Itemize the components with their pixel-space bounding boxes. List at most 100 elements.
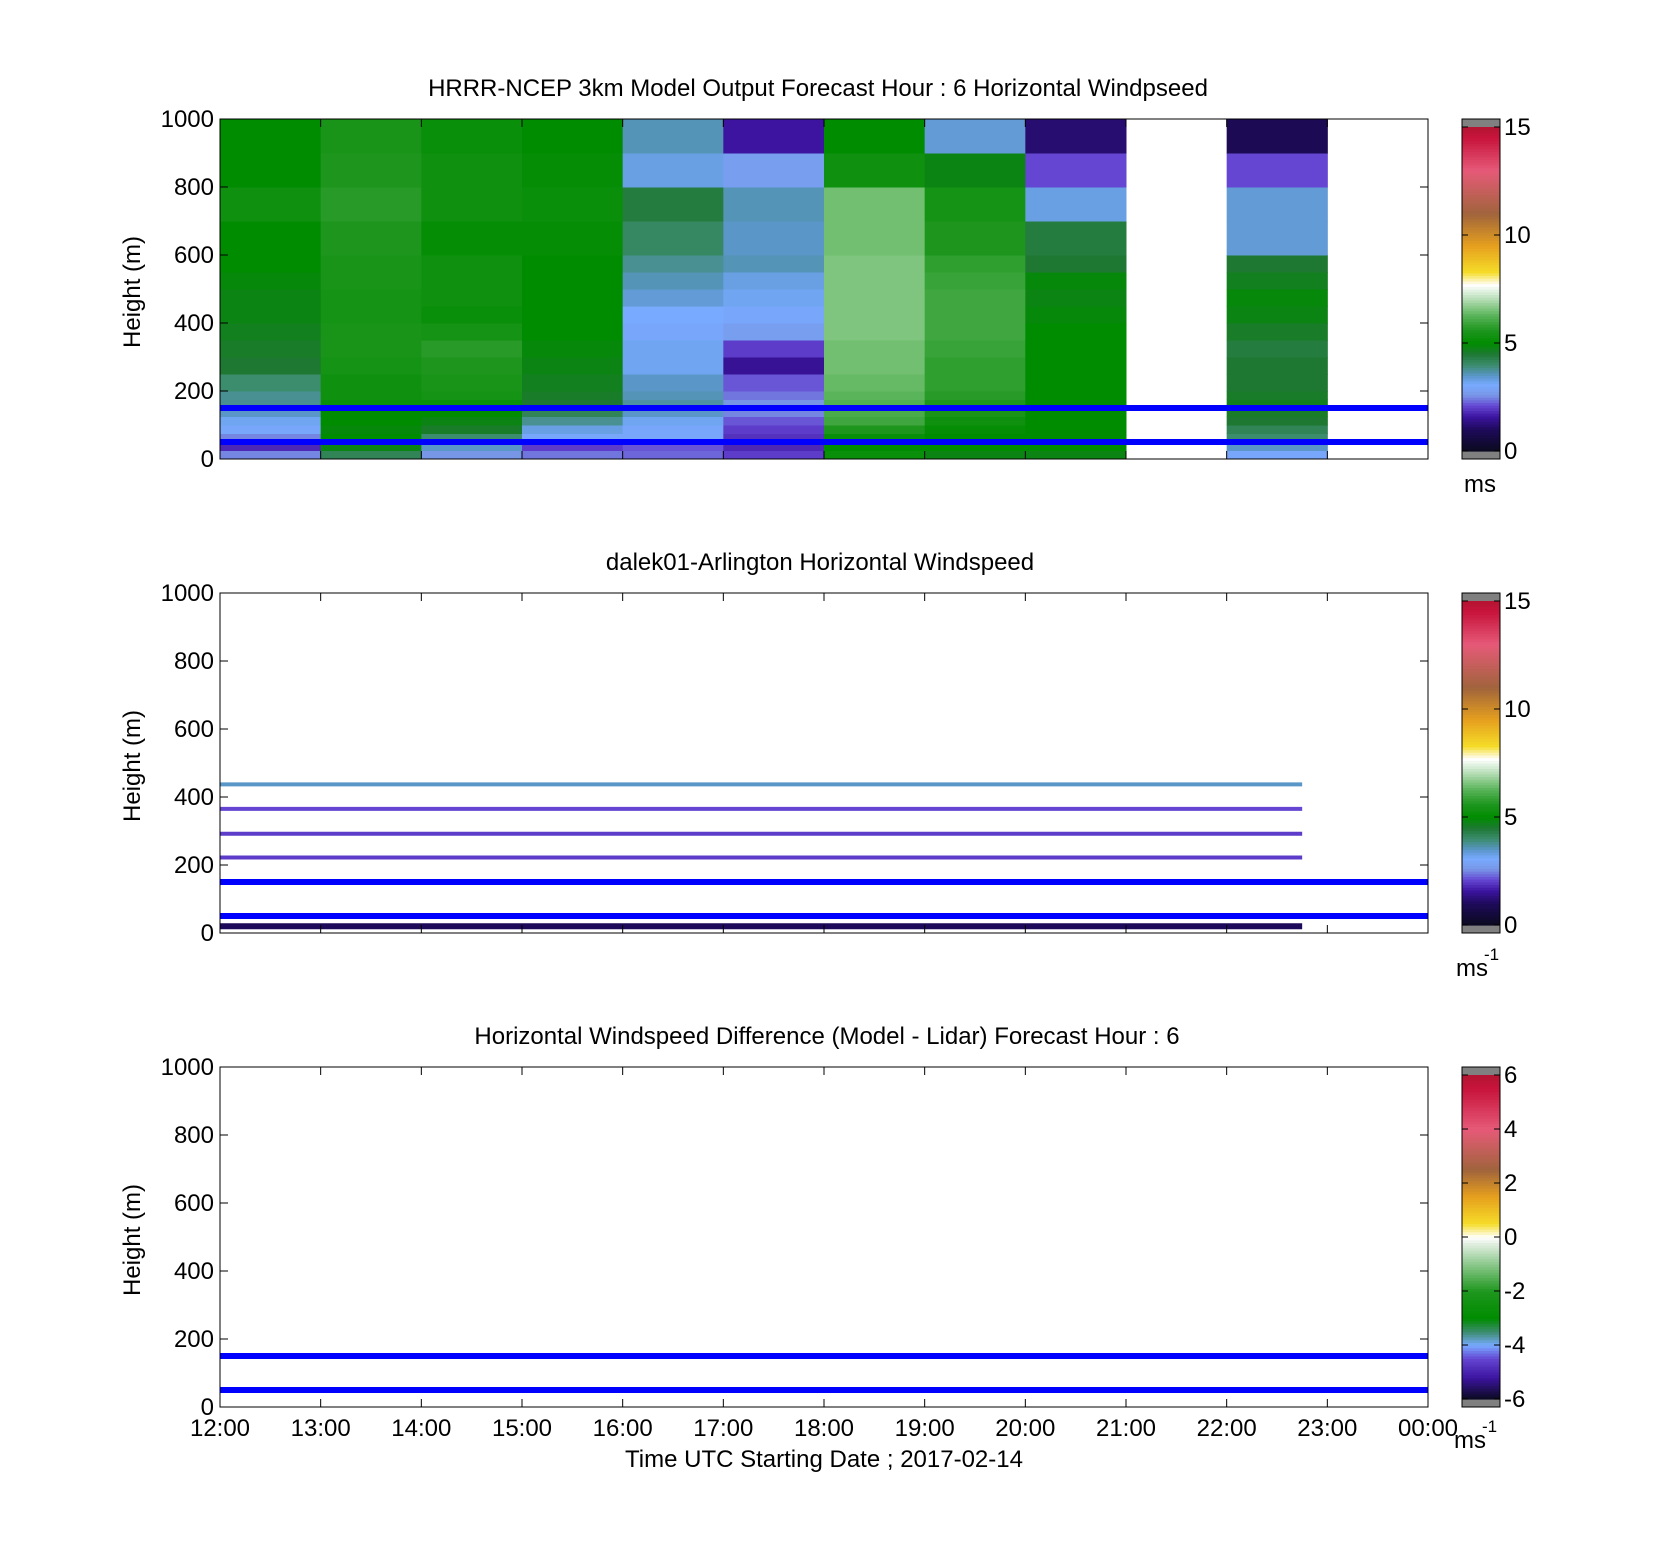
colorbar-segment xyxy=(1462,1334,1500,1338)
colorbar-cap-top xyxy=(1462,119,1500,127)
heatmap-cell xyxy=(824,289,926,307)
colorbar-segment xyxy=(1462,668,1500,672)
heatmap-cell xyxy=(1025,119,1127,154)
colorbar-segment xyxy=(1462,649,1500,653)
colorbar-segment xyxy=(1462,1096,1500,1100)
heatmap-cell xyxy=(522,357,624,375)
colorbar-segment xyxy=(1462,310,1500,314)
colorbar-segment xyxy=(1462,440,1500,444)
colorbar-segment xyxy=(1462,852,1500,856)
y-tick-label: 0 xyxy=(201,446,214,473)
y-tick-label: 800 xyxy=(174,174,214,201)
colorbar-segment xyxy=(1462,213,1500,217)
x-tick-label: 23:00 xyxy=(1297,1415,1357,1442)
heatmap-cell xyxy=(421,374,523,392)
colorbar-segment xyxy=(1462,348,1500,352)
heatmap-cell xyxy=(1226,323,1328,341)
colorbar-segment xyxy=(1462,1358,1500,1362)
colorbar-segment xyxy=(1462,1137,1500,1141)
model-colorbar-unit: ms xyxy=(1464,471,1496,498)
colorbar-segment xyxy=(1462,919,1500,923)
colorbar-segment xyxy=(1462,364,1500,368)
heatmap-cell xyxy=(1025,323,1127,341)
heatmap-cell xyxy=(723,153,825,188)
heatmap-cell xyxy=(320,153,422,188)
colorbar-segment xyxy=(1462,692,1500,697)
heatmap-cell xyxy=(824,399,926,409)
colorbar-segment xyxy=(1462,1169,1500,1173)
colorbar-segment xyxy=(1462,752,1500,756)
heatmap-cell xyxy=(421,187,523,222)
colorbar-segment xyxy=(1462,1280,1500,1284)
heatmap-cell xyxy=(220,442,322,451)
heatmap-cell xyxy=(320,323,422,341)
colorbar-segment xyxy=(1462,388,1500,393)
heatmap-cell xyxy=(320,416,422,426)
heatmap-cell xyxy=(421,399,523,409)
colorbar-tick-label: -6 xyxy=(1504,1386,1525,1413)
colorbar-segment xyxy=(1462,1142,1500,1146)
heatmap-cell xyxy=(522,416,624,426)
colorbar-segment xyxy=(1462,1191,1500,1195)
colorbar-segment xyxy=(1462,914,1500,918)
heatmap-cell xyxy=(522,399,624,409)
colorbar-segment xyxy=(1462,846,1500,850)
colorbar-segment xyxy=(1462,294,1500,298)
heatmap-cell xyxy=(924,425,1026,434)
heatmap-cell xyxy=(1226,374,1328,392)
colorbar-segment xyxy=(1462,601,1500,605)
colorbar-segment xyxy=(1462,248,1500,252)
colorbar-segment xyxy=(1462,655,1500,659)
colorbar-segment xyxy=(1462,1210,1500,1214)
colorbar-segment xyxy=(1462,145,1500,150)
heatmap-cell xyxy=(622,374,724,392)
model-reference-lines xyxy=(220,405,1428,445)
colorbar-segment xyxy=(1462,286,1500,290)
heatmap-cell xyxy=(421,153,523,188)
colorbar-segment xyxy=(1462,865,1500,869)
colorbar-segment xyxy=(1462,1104,1500,1108)
colorbar-segment xyxy=(1462,1139,1500,1144)
colorbar-segment xyxy=(1462,736,1500,740)
colorbar-segment xyxy=(1462,410,1500,414)
colorbar-cap-bottom xyxy=(1462,1399,1500,1407)
colorbar-segment xyxy=(1462,1215,1500,1219)
colorbar-segment xyxy=(1462,1234,1500,1238)
colorbar-segment xyxy=(1462,871,1500,875)
colorbar-segment xyxy=(1462,426,1500,430)
colorbar-segment xyxy=(1462,418,1500,422)
colorbar-segment xyxy=(1462,1372,1500,1376)
model-colorbar: 0 5 10 15 xyxy=(1461,114,1531,465)
colorbar-tick-label: 6 xyxy=(1504,1062,1517,1089)
colorbar-segment xyxy=(1462,1131,1500,1135)
colorbar-tick-label: 2 xyxy=(1504,1170,1517,1197)
heatmap-cell xyxy=(421,340,523,358)
colorbar-segment xyxy=(1462,841,1500,845)
colorbar-segment xyxy=(1462,868,1500,872)
y-tick-label: 0 xyxy=(201,920,214,947)
colorbar-segment xyxy=(1462,299,1500,304)
colorbar-segment xyxy=(1462,1099,1500,1103)
colorbar-segment xyxy=(1462,1296,1500,1300)
heatmap-cell xyxy=(220,153,322,188)
panel-lidar: dalek01-Arlington Horizontal Windspeed H… xyxy=(119,549,1531,982)
colorbar-segment xyxy=(1462,835,1500,840)
colorbar-segment xyxy=(1462,641,1500,645)
colorbar-segment xyxy=(1462,181,1500,185)
colorbar-segment xyxy=(1462,771,1500,775)
heatmap-cell xyxy=(320,399,422,409)
colorbar-segment xyxy=(1462,391,1500,395)
heatmap-cell xyxy=(622,153,724,188)
heatmap-cell xyxy=(1226,442,1328,451)
heatmap-cell xyxy=(220,399,322,409)
heatmap-cell xyxy=(220,450,322,460)
heatmap-cell xyxy=(723,450,825,460)
colorbar-segment xyxy=(1462,628,1500,632)
colorbar-segment xyxy=(1462,224,1500,228)
colorbar-segment xyxy=(1462,1293,1500,1297)
heatmap-cell xyxy=(320,306,422,324)
heatmap-cell xyxy=(622,323,724,341)
colorbar-segment xyxy=(1462,345,1500,349)
colorbar-segment xyxy=(1462,1118,1500,1122)
colorbar-segment xyxy=(1462,833,1500,837)
